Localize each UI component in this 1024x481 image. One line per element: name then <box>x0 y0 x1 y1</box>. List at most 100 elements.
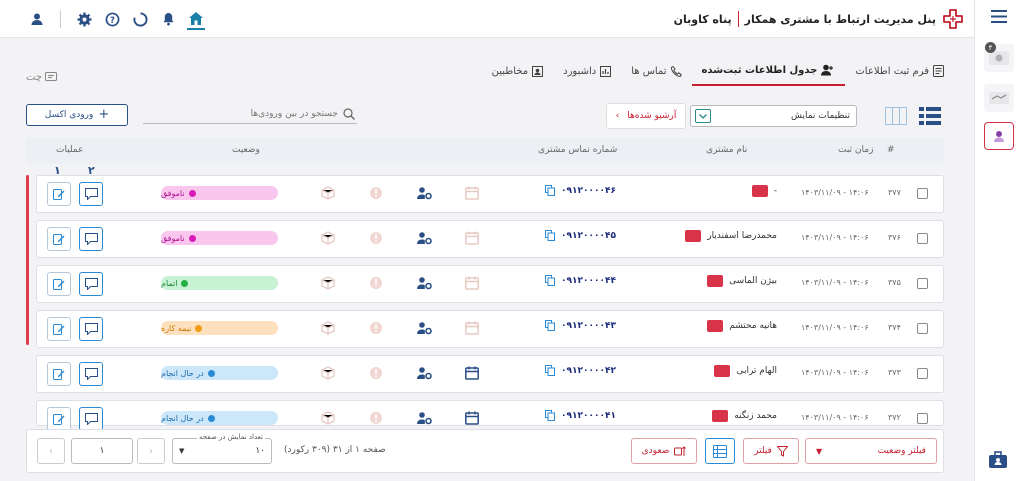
home-icon[interactable] <box>187 8 205 30</box>
alert-icon[interactable] <box>369 366 383 383</box>
user-settings-icon[interactable] <box>417 186 432 203</box>
row-checkbox[interactable] <box>917 323 928 334</box>
package-icon[interactable] <box>321 186 335 203</box>
copy-icon[interactable] <box>545 410 555 421</box>
tab-registered-data[interactable]: جدول اطلاعات ثبت‌شده <box>691 60 846 86</box>
status-label: در حال انجام <box>161 413 204 423</box>
copy-icon[interactable] <box>545 275 555 286</box>
help-icon[interactable]: ? <box>103 10 121 28</box>
page-number-input[interactable]: ۱ <box>71 438 133 464</box>
tab-contacts[interactable]: مخاطبین <box>482 60 553 86</box>
copy-icon[interactable] <box>545 320 555 331</box>
comment-button[interactable] <box>79 227 103 251</box>
col-time: زمان ثبت <box>838 145 874 155</box>
sort-button[interactable]: صعودی <box>631 438 697 464</box>
calendar-icon[interactable] <box>465 231 479 248</box>
user-settings-icon[interactable] <box>417 411 432 428</box>
contact-card-icon[interactable] <box>714 365 731 377</box>
status-badge: نیمه کاره <box>161 321 278 335</box>
excel-icon <box>713 444 727 458</box>
calendar-icon[interactable] <box>465 321 479 338</box>
package-icon[interactable] <box>321 411 335 428</box>
alert-icon[interactable] <box>369 276 383 293</box>
edit-button[interactable] <box>47 317 71 341</box>
comment-button[interactable] <box>79 272 103 296</box>
display-settings-select[interactable]: تنظیمات نمایش <box>690 105 857 127</box>
package-icon[interactable] <box>321 321 335 338</box>
alert-icon[interactable] <box>369 231 383 248</box>
calendar-icon[interactable] <box>465 366 479 383</box>
edit-icon <box>53 324 65 335</box>
comment-button[interactable] <box>79 362 103 386</box>
prev-page-button[interactable]: ‹ <box>37 438 65 464</box>
table-row[interactable]: اتمام ۰۹۱۲۰۰۰۰۴۴ بیژن الماسی ۱۴۰۳ <box>36 265 944 303</box>
user-icon[interactable] <box>28 10 46 28</box>
gear-icon[interactable] <box>75 10 93 28</box>
columns-view-icon[interactable] <box>885 107 907 128</box>
package-icon[interactable] <box>321 366 335 383</box>
table-row[interactable]: ناموفق ۰۹۱۲۰۰۰۰۴۵ محمدرضا اسفندیار <box>36 220 944 258</box>
status-filter-select[interactable]: ▼ فیلتر وضعیت <box>805 438 937 464</box>
table-row[interactable]: ناموفق ۰۹۱۲۰۰۰۰۴۶ - ۱۴۰۳/۱۱/۰۹ - <box>36 175 944 213</box>
status-dot <box>207 414 215 422</box>
row-checkbox[interactable] <box>917 368 928 379</box>
table-row[interactable]: در حال انجام ۰۹۱۲۰۰۰۰۴۲ الهام ترابی <box>36 355 944 393</box>
bell-icon[interactable] <box>159 10 177 28</box>
chat-label: چت <box>26 72 43 83</box>
tab-label: فرم ثبت اطلاعات <box>855 65 929 77</box>
row-checkbox[interactable] <box>917 413 928 424</box>
display-settings-label: تنظیمات نمایش <box>790 111 850 121</box>
loading-icon[interactable] <box>131 10 149 28</box>
next-page-button[interactable]: › <box>137 438 165 464</box>
menu-icon[interactable] <box>991 10 1007 26</box>
edit-button[interactable] <box>47 182 71 206</box>
excel-import-button[interactable]: ورودی اکسل + <box>26 104 128 126</box>
tab-calls[interactable]: تماس ها <box>621 60 691 86</box>
alert-icon[interactable] <box>369 321 383 338</box>
copy-icon[interactable] <box>545 365 555 376</box>
sidebar-app-3[interactable] <box>984 122 1014 150</box>
calendar-icon[interactable] <box>465 276 479 293</box>
contact-card-icon[interactable] <box>751 185 768 197</box>
user-settings-icon[interactable] <box>417 321 432 338</box>
copy-icon[interactable] <box>545 230 555 241</box>
edit-button[interactable] <box>47 272 71 296</box>
alert-icon[interactable] <box>369 186 383 203</box>
filter-button[interactable]: فیلتر <box>743 438 799 464</box>
row-checkbox[interactable] <box>917 278 928 289</box>
edit-button[interactable] <box>47 407 71 431</box>
per-page-select[interactable]: ▼ ۱۰ <box>172 438 272 464</box>
tab-dashboard[interactable]: داشبورد <box>553 60 621 86</box>
comment-button[interactable] <box>79 317 103 341</box>
comment-button[interactable] <box>79 407 103 431</box>
package-icon[interactable] <box>321 231 335 248</box>
edit-button[interactable] <box>47 227 71 251</box>
col-index: # <box>887 145 895 155</box>
package-icon[interactable] <box>321 276 335 293</box>
table-row[interactable]: در حال انجام ۰۹۱۲۰۰۰۰۴۱ محمد زنگنه <box>36 400 944 431</box>
calendar-icon[interactable] <box>465 186 479 203</box>
calendar-icon[interactable] <box>465 411 479 428</box>
copy-icon[interactable] <box>545 185 555 196</box>
chat-link[interactable]: چت <box>26 72 58 83</box>
contact-card-icon[interactable] <box>707 275 724 287</box>
user-settings-icon[interactable] <box>417 366 432 383</box>
contact-card-icon[interactable] <box>712 410 729 422</box>
user-settings-icon[interactable] <box>417 276 432 293</box>
comment-button[interactable] <box>79 182 103 206</box>
excel-export-button[interactable] <box>705 438 735 464</box>
alert-icon[interactable] <box>369 411 383 428</box>
contact-card-icon[interactable] <box>685 230 702 242</box>
table-row[interactable]: نیمه کاره ۰۹۱۲۰۰۰۰۴۳ هانیه محتشم <box>36 310 944 348</box>
user-settings-icon[interactable] <box>417 231 432 248</box>
sidebar-app-2[interactable] <box>984 84 1014 112</box>
tab-form[interactable]: فرم ثبت اطلاعات <box>845 60 954 86</box>
edit-button[interactable] <box>47 362 71 386</box>
briefcase-icon[interactable] <box>988 451 1008 472</box>
archive-button[interactable]: ‹ آرشیو شده‌ها <box>606 103 686 129</box>
row-checkbox[interactable] <box>917 233 928 244</box>
search-input[interactable] <box>158 108 338 119</box>
list-view-icon[interactable] <box>919 107 941 128</box>
row-checkbox[interactable] <box>917 188 928 199</box>
contact-card-icon[interactable] <box>707 320 724 332</box>
